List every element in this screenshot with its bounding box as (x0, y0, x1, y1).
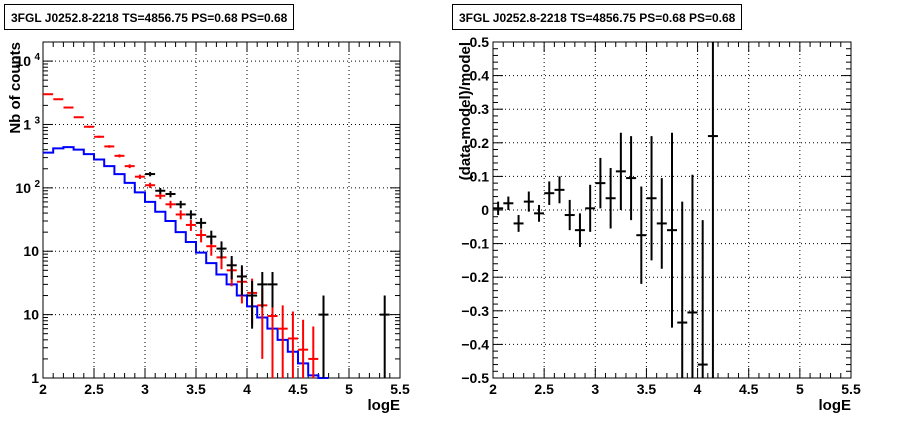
right-y-tick-label: −0.2 (461, 269, 489, 285)
left-x-tick-label: 3 (141, 381, 149, 397)
left-y-tick-label: 10 (15, 180, 31, 196)
right-x-tick-label: 4 (694, 381, 702, 397)
left-model-step-line (43, 146, 329, 379)
right-x-tick-label: 5.5 (841, 381, 861, 397)
left-x-tick-label: 4.5 (288, 381, 308, 397)
left-x-tick-label: 3.5 (186, 381, 206, 397)
left-plot-frame (42, 41, 401, 379)
right-y-tick-label: 0.3 (470, 101, 490, 117)
left-y-tick-label: 10 (15, 53, 31, 69)
right-x-tick-label: 3 (591, 381, 599, 397)
right-x-tick-label: 5 (796, 381, 804, 397)
left-y-tick-label: 10 (23, 243, 39, 259)
left-y-tick-exponent: 4 (34, 52, 40, 63)
right-x-tick-label: 2.5 (534, 381, 554, 397)
right-y-tick-label: −0.5 (461, 370, 489, 386)
right-x-axis-label: logE (819, 397, 852, 414)
right-y-tick-label: 0.1 (470, 168, 490, 184)
left-x-tick-label: 2.5 (84, 381, 104, 397)
right-x-tick-label: 3.5 (637, 381, 657, 397)
right-y-tick-label: −0.3 (461, 303, 489, 319)
left-y-tick-exponent: 2 (34, 179, 40, 190)
right-y-tick-label: −0.1 (461, 236, 489, 252)
right-y-tick-label: 0.4 (470, 68, 490, 84)
right-x-tick-label: 4.5 (739, 381, 759, 397)
right-y-tick-label: 0.2 (470, 135, 490, 151)
left-y-tick-label: 1 (23, 116, 31, 132)
right-y-axis-label: (data-model)/model (457, 42, 474, 180)
left-y-tick-exponent: 3 (34, 115, 40, 126)
right-y-tick-label: 0.5 (470, 34, 490, 50)
left-y-tick-label: 10 (23, 307, 39, 323)
left-plot-title: 3FGL J0252.8-2218 TS=4856.75 PS=0.68 PS=… (4, 4, 295, 30)
left-x-tick-label: 5.5 (390, 381, 410, 397)
right-plot-title: 3FGL J0252.8-2218 TS=4856.75 PS=0.68 PS=… (452, 4, 743, 30)
left-x-tick-label: 2 (39, 381, 47, 397)
left-x-axis-label: logE (368, 397, 401, 414)
left-x-tick-label: 5 (345, 381, 353, 397)
right-y-tick-label: −0.4 (461, 336, 489, 352)
left-y-axis-label: Nb of counts (7, 42, 24, 134)
left-x-tick-label: 4 (243, 381, 251, 397)
right-y-tick-label: 0 (481, 202, 489, 218)
right-x-tick-label: 2 (489, 381, 497, 397)
left-y-tick-label: 1 (31, 370, 39, 386)
